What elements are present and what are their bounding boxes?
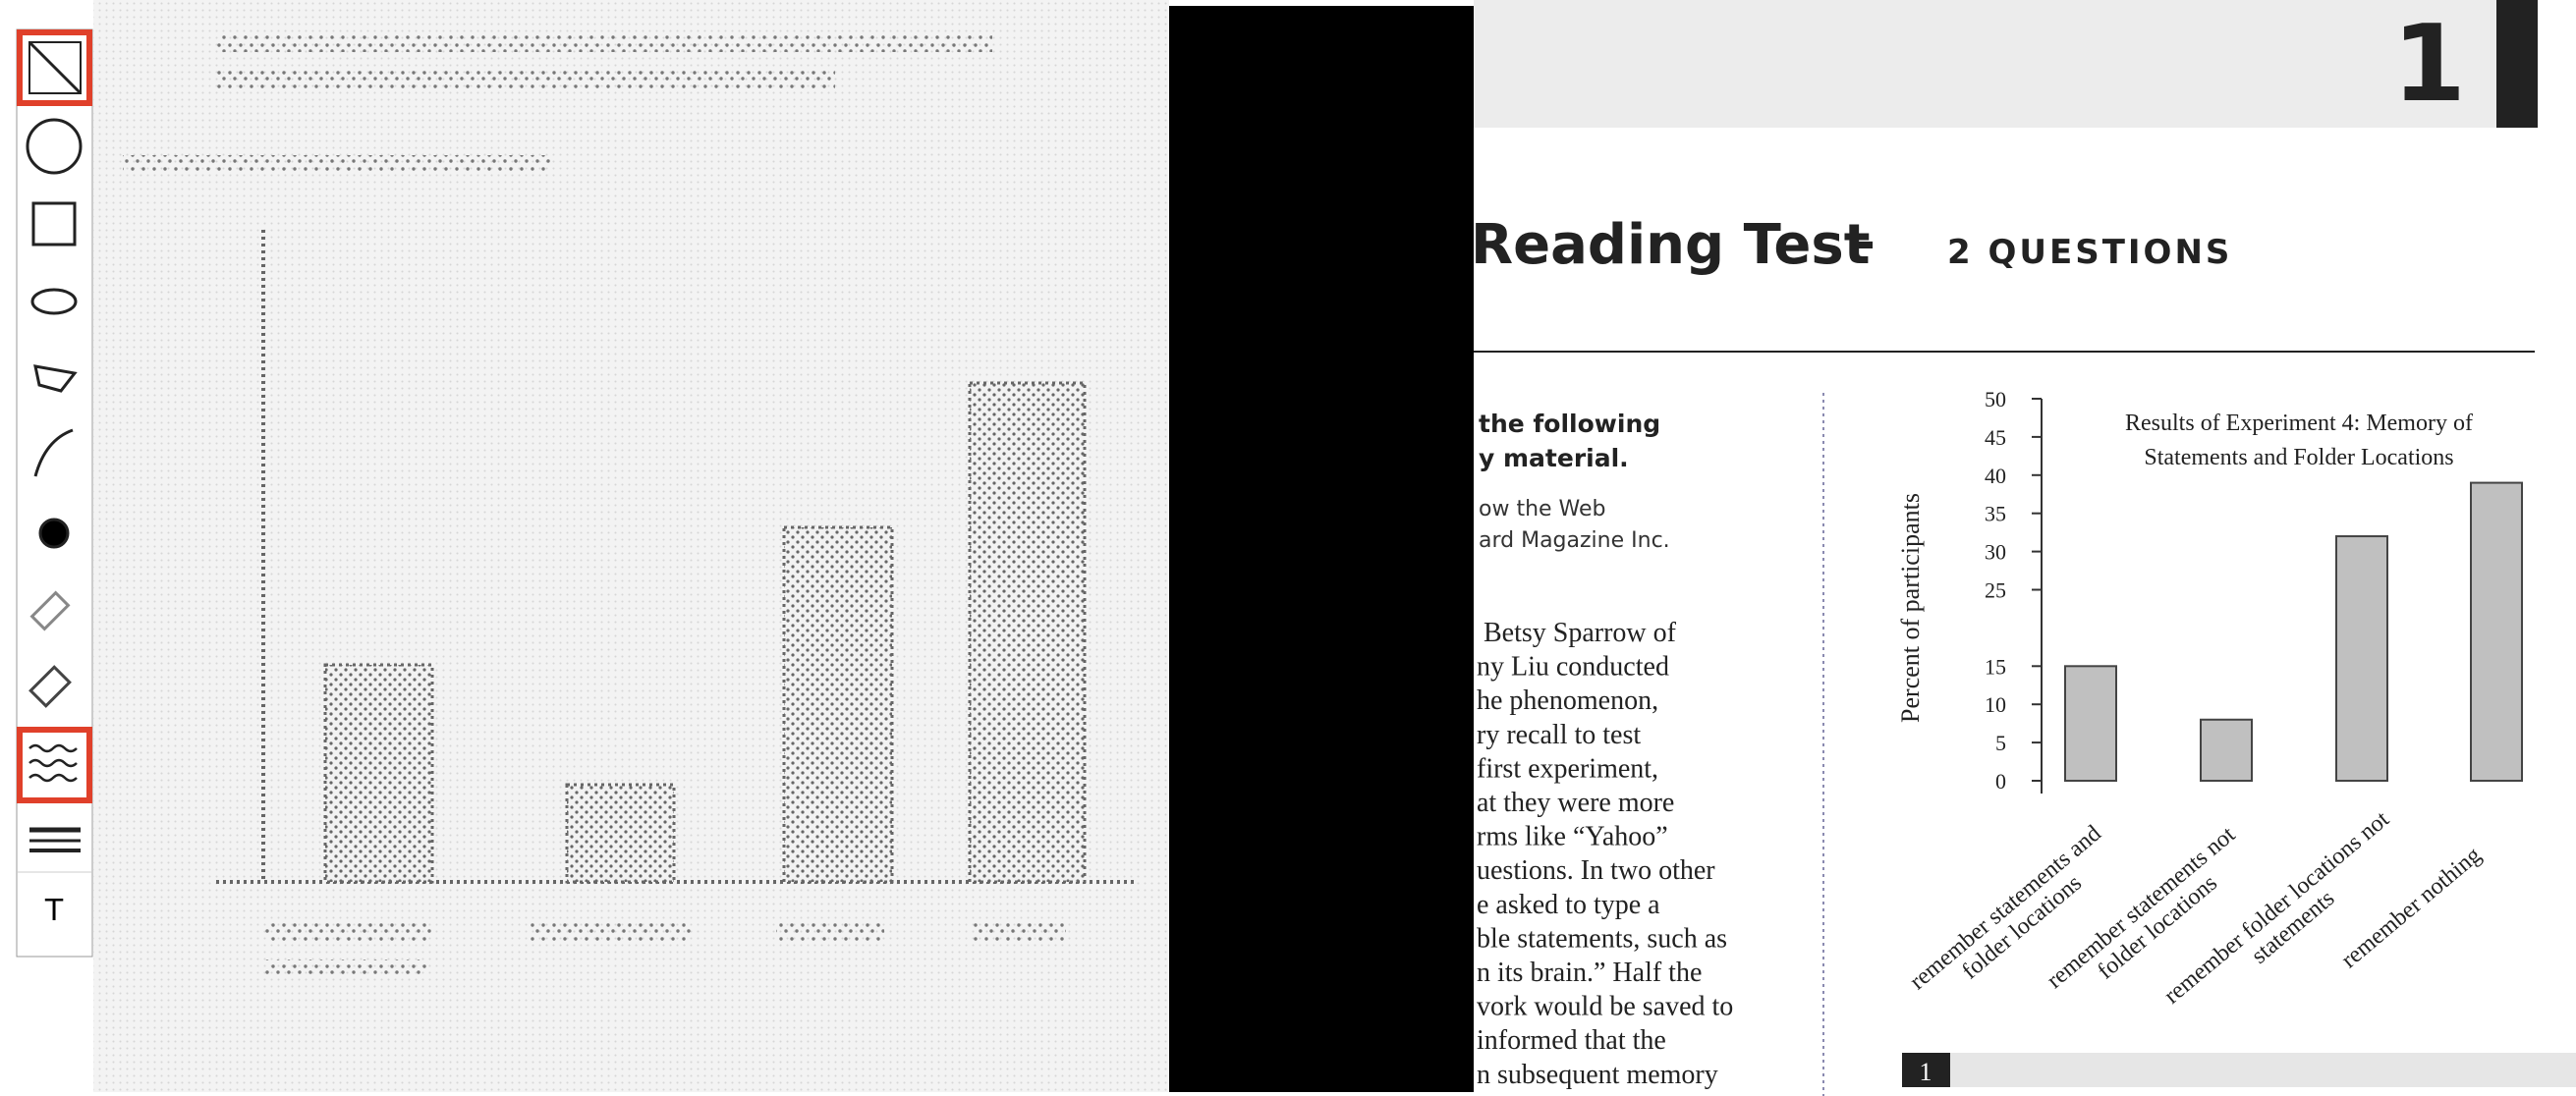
polygon-tool[interactable]	[33, 364, 78, 393]
bar	[2064, 665, 2117, 782]
y-tick-label: 5	[1995, 731, 2006, 755]
bar	[2335, 535, 2388, 782]
y-tick-label: 15	[1985, 654, 2006, 679]
y-tick-label: 50	[1985, 387, 2006, 411]
y-axis-label: Percent of participants	[1896, 493, 1925, 723]
braille-text	[123, 34, 1066, 977]
texture-tool[interactable]	[17, 727, 92, 803]
footer-box	[1902, 1053, 1950, 1087]
passage-line: n its brain.” Half the	[1477, 958, 1702, 988]
passage-line: he phenomenon,	[1477, 685, 1658, 716]
passage-line: ny Liu conducted	[1477, 652, 1669, 683]
doc-title: Reading Test	[1471, 213, 1870, 277]
passage-line: vork would be saved to	[1477, 992, 1733, 1022]
instruction-line: y material.	[1479, 444, 1629, 472]
bar	[2470, 481, 2523, 782]
doc-separator: -	[1855, 214, 1876, 271]
passage-line: ry recall to test	[1477, 720, 1641, 750]
bar	[2200, 718, 2253, 783]
y-tick-label: 45	[1985, 425, 2006, 450]
passage-line: ble statements, such as	[1477, 923, 1727, 954]
braille-bars	[323, 381, 1087, 884]
circle-tool[interactable]	[26, 118, 83, 175]
chart-title: Results of Experiment 4: Memory of State…	[2125, 411, 2473, 470]
header-tab	[2496, 0, 2538, 128]
toolbar	[16, 28, 93, 958]
header-bar	[1474, 0, 2538, 128]
black-region	[1169, 6, 1474, 1092]
rect-tool[interactable]	[31, 201, 77, 247]
y-tick-label: 40	[1985, 464, 2006, 488]
y-tick-label: 30	[1985, 540, 2006, 565]
instruction-line: the following	[1479, 410, 1660, 438]
credit-line: ard Magazine Inc.	[1479, 528, 1670, 553]
eraser-tool[interactable]	[29, 590, 71, 631]
doc-subtitle: 2 QUESTIONS	[1947, 233, 2232, 272]
ellipse-tool[interactable]	[30, 288, 78, 315]
passage-line: n subsequent memory	[1477, 1060, 1718, 1090]
page-number: 1	[2392, 3, 2466, 126]
text-tool[interactable]: T	[44, 894, 64, 928]
passage-line: at they were more	[1477, 788, 1674, 818]
footer-page: 1	[1920, 1058, 1932, 1086]
fill-eraser-tool[interactable]	[28, 665, 72, 708]
y-tick-label: 35	[1985, 502, 2006, 526]
passage-line: e asked to type a	[1477, 890, 1660, 920]
footer-bar	[1950, 1053, 2576, 1087]
line-tool[interactable]	[17, 29, 92, 106]
y-tick-label: 25	[1985, 578, 2006, 603]
passage-line: Betsy Sparrow of	[1484, 618, 1677, 648]
passage-line: uestions. In two other	[1477, 855, 1715, 886]
line-style-tool[interactable]	[29, 827, 81, 852]
y-tick-label: 10	[1985, 692, 2006, 717]
passage-line: rms like “Yahoo”	[1477, 822, 1668, 852]
credit-line: ow the Web	[1479, 497, 1606, 521]
y-tick-label: 0	[1995, 769, 2006, 794]
passage-line: informed that the	[1477, 1025, 1666, 1056]
dot-tool[interactable]	[38, 518, 70, 549]
curve-tool[interactable]	[33, 428, 74, 477]
passage-line: first experiment,	[1477, 753, 1658, 784]
